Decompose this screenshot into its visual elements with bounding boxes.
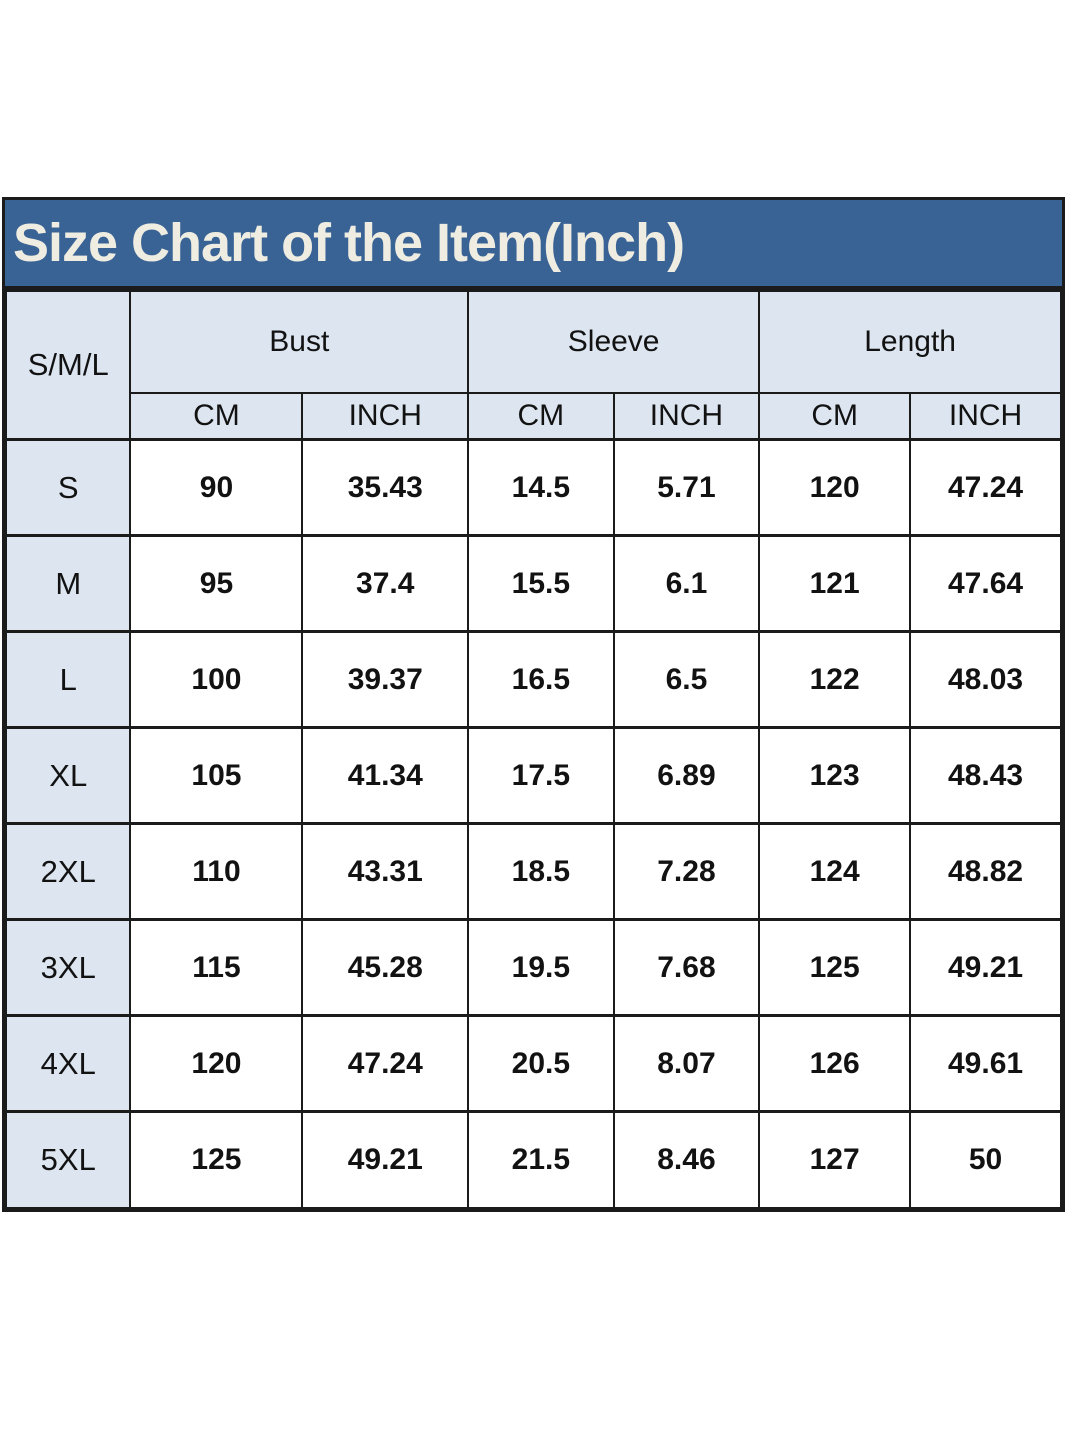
size-label: 3XL — [4, 918, 132, 1017]
cell-sleeve-inch: 7.28 — [612, 822, 761, 921]
size-table: S/M/L Bust Sleeve Length CM INCH CM INCH… — [4, 290, 1062, 1209]
group-header-bust: Bust — [129, 290, 470, 394]
cell-sleeve-inch: 7.68 — [612, 918, 761, 1017]
cell-sleeve-cm: 14.5 — [467, 438, 615, 537]
cell-sleeve-inch: 6.1 — [612, 534, 761, 633]
cell-sleeve-cm: 21.5 — [467, 1110, 615, 1209]
table-row: S 90 35.43 14.5 5.71 120 47.24 — [4, 438, 1062, 537]
cell-length-cm: 127 — [758, 1110, 912, 1209]
cell-sleeve-cm: 17.5 — [467, 726, 615, 825]
size-label: XL — [4, 726, 132, 825]
size-label: L — [4, 630, 132, 729]
table-row: XL 105 41.34 17.5 6.89 123 48.43 — [4, 726, 1062, 825]
table-row: L 100 39.37 16.5 6.5 122 48.03 — [4, 630, 1062, 729]
size-label: M — [4, 534, 132, 633]
cell-bust-cm: 105 — [129, 726, 304, 825]
cell-length-cm: 126 — [758, 1014, 912, 1113]
cell-bust-cm: 100 — [129, 630, 304, 729]
cell-bust-cm: 125 — [129, 1110, 304, 1209]
cell-length-cm: 121 — [758, 534, 912, 633]
unit-header-row: CM INCH CM INCH CM INCH — [6, 392, 1062, 441]
cell-length-cm: 123 — [758, 726, 912, 825]
cell-sleeve-cm: 19.5 — [467, 918, 615, 1017]
table-row: 4XL 120 47.24 20.5 8.07 126 49.61 — [4, 1014, 1062, 1113]
cell-sleeve-cm: 15.5 — [467, 534, 615, 633]
cell-bust-inch: 43.31 — [301, 822, 470, 921]
cell-bust-cm: 120 — [129, 1014, 304, 1113]
cell-length-cm: 125 — [758, 918, 912, 1017]
cell-length-inch: 49.61 — [909, 1014, 1062, 1113]
cell-bust-cm: 110 — [129, 822, 304, 921]
cell-length-inch: 48.82 — [909, 822, 1062, 921]
size-chart-title-bar: Size Chart of the Item(Inch) — [5, 200, 1062, 290]
cell-length-inch: 49.21 — [909, 918, 1062, 1017]
size-chart-title: Size Chart of the Item(Inch) — [13, 213, 685, 273]
size-label: 2XL — [4, 822, 132, 921]
size-column-header: S/M/L — [4, 290, 132, 441]
cell-sleeve-inch: 6.5 — [612, 630, 761, 729]
cell-bust-inch: 35.43 — [301, 438, 470, 537]
cell-sleeve-inch: 6.89 — [612, 726, 761, 825]
cell-sleeve-cm: 20.5 — [467, 1014, 615, 1113]
unit-header-length-inch: INCH — [909, 392, 1062, 441]
cell-sleeve-cm: 18.5 — [467, 822, 615, 921]
table-row: M 95 37.4 15.5 6.1 121 47.64 — [4, 534, 1062, 633]
size-label: 5XL — [4, 1110, 132, 1209]
cell-bust-cm: 95 — [129, 534, 304, 633]
unit-header-length-cm: CM — [758, 392, 912, 441]
cell-sleeve-inch: 8.07 — [612, 1014, 761, 1113]
cell-sleeve-cm: 16.5 — [467, 630, 615, 729]
unit-header-bust-inch: INCH — [301, 392, 470, 441]
cell-length-cm: 124 — [758, 822, 912, 921]
cell-bust-inch: 45.28 — [301, 918, 470, 1017]
group-header-row: S/M/L Bust Sleeve Length — [4, 290, 1062, 441]
cell-bust-inch: 49.21 — [301, 1110, 470, 1209]
cell-bust-inch: 41.34 — [301, 726, 470, 825]
size-label: S — [4, 438, 132, 537]
table-row: 2XL 110 43.31 18.5 7.28 124 48.82 — [4, 822, 1062, 921]
cell-length-inch: 48.03 — [909, 630, 1062, 729]
cell-bust-inch: 37.4 — [301, 534, 470, 633]
cell-sleeve-inch: 5.71 — [612, 438, 761, 537]
cell-length-inch: 47.64 — [909, 534, 1062, 633]
table-row: 5XL 125 49.21 21.5 8.46 127 50 — [4, 1110, 1062, 1209]
cell-bust-cm: 90 — [129, 438, 304, 537]
cell-length-inch: 50 — [909, 1110, 1062, 1209]
cell-length-cm: 122 — [758, 630, 912, 729]
group-header-sleeve: Sleeve — [467, 290, 761, 394]
unit-header-sleeve-cm: CM — [467, 392, 615, 441]
cell-length-inch: 48.43 — [909, 726, 1062, 825]
unit-header-bust-cm: CM — [129, 392, 304, 441]
cell-sleeve-inch: 8.46 — [612, 1110, 761, 1209]
size-chart: Size Chart of the Item(Inch) S/M/L Bust … — [2, 197, 1065, 1212]
unit-header-sleeve-inch: INCH — [612, 392, 761, 441]
cell-bust-inch: 39.37 — [301, 630, 470, 729]
cell-length-inch: 47.24 — [909, 438, 1062, 537]
cell-length-cm: 120 — [758, 438, 912, 537]
size-label: 4XL — [4, 1014, 132, 1113]
table-row: 3XL 115 45.28 19.5 7.68 125 49.21 — [4, 918, 1062, 1017]
cell-bust-cm: 115 — [129, 918, 304, 1017]
group-header-length: Length — [758, 290, 1062, 394]
cell-bust-inch: 47.24 — [301, 1014, 470, 1113]
